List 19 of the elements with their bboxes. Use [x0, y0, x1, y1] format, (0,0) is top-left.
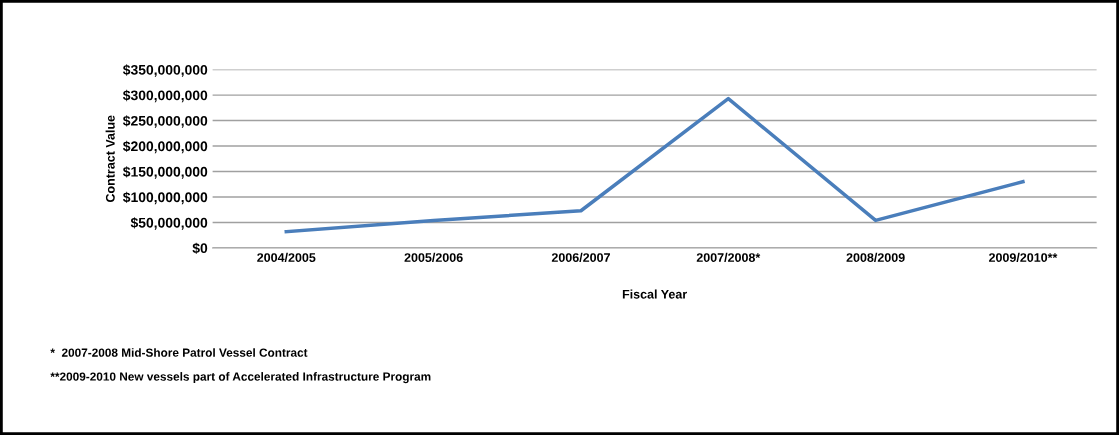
x-tick-label: 2008/2009	[846, 252, 905, 263]
y-tick-label: $100,000,000	[122, 191, 208, 205]
y-tick-label: $350,000,000	[122, 64, 208, 77]
x-tick-label: 2007/2008*	[696, 252, 761, 263]
line-series	[284, 96, 1025, 234]
y-tick-label: $150,000,000	[122, 166, 208, 179]
y-tick-label: $50,000,000	[130, 217, 208, 230]
y-tick-label: $250,000,000	[122, 115, 208, 128]
x-tick-label: 2009/2010**	[988, 252, 1058, 263]
text: **2009-2010 New vessels part of Accelerated Infrastructure Program	[50, 372, 431, 384]
x-tick-label: 2005/2006	[404, 252, 463, 263]
y-tick-label: $0	[192, 242, 208, 255]
y-axis-title: Contract Value	[105, 115, 115, 203]
x-tick-label: 2004/2005	[257, 252, 316, 263]
text: * 2007-2008 Mid-Shore Patrol Vessel Contract	[50, 348, 308, 357]
x-axis-title: Fiscal Year	[622, 289, 687, 299]
y-tick-label: $300,000,000	[122, 89, 208, 103]
x-tick-label: 2006/2007	[551, 252, 610, 263]
y-tick-label: $200,000,000	[122, 140, 208, 154]
